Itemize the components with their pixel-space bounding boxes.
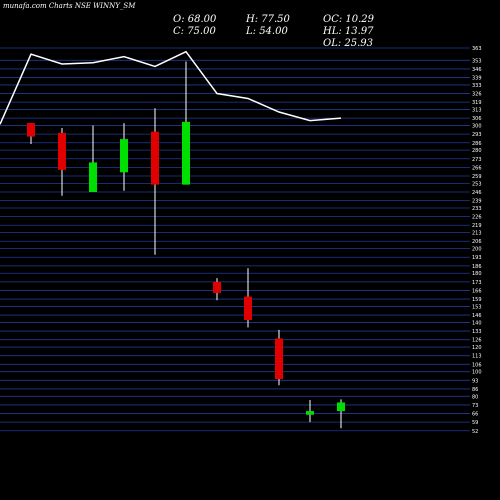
y-tick-label: 52 (472, 429, 478, 435)
y-tick-label: 266 (472, 165, 482, 171)
y-tick-label: 73 (472, 403, 478, 409)
y-tick-label: 333 (472, 83, 482, 89)
candle-body-up (89, 162, 97, 192)
candle (244, 268, 252, 328)
y-tick-label: 319 (472, 100, 482, 106)
y-tick-label: 159 (472, 297, 482, 303)
candle-body-down (58, 132, 66, 170)
y-tick-label: 186 (472, 264, 482, 270)
y-tick-label: 306 (472, 116, 482, 122)
y-tick-label: 339 (472, 76, 482, 82)
y-tick-label: 300 (472, 124, 482, 130)
y-tick-label: 280 (472, 148, 482, 154)
candle (182, 61, 190, 185)
chart-title: munafa.com Charts NSE WINNY_SM (3, 2, 136, 10)
y-tick-label: 93 (472, 378, 478, 384)
price-line-series (0, 50, 342, 125)
y-tick-label: 146 (472, 313, 482, 319)
candle-body-down (275, 338, 283, 380)
candle (151, 108, 159, 255)
y-tick-label: 120 (472, 345, 482, 351)
close-stat: C: 75.00 (173, 26, 216, 37)
candle (120, 123, 128, 191)
y-tick-label: 226 (472, 215, 482, 221)
y-tick-label: 259 (472, 174, 482, 180)
high-stat: H: 77.50 (246, 14, 290, 25)
y-tick-label: 113 (472, 354, 482, 360)
y-tick-label: 193 (472, 255, 482, 261)
grid-lines (0, 47, 470, 432)
y-tick-label: 140 (472, 320, 482, 326)
y-tick-label: 106 (472, 362, 482, 368)
y-tick-label: 200 (472, 247, 482, 253)
y-tick-label: 180 (472, 271, 482, 277)
y-tick-label: 239 (472, 199, 482, 205)
y-tick-label: 86 (472, 387, 478, 393)
y-tick-label: 353 (472, 58, 482, 64)
y-tick-label: 153 (472, 304, 482, 310)
y-tick-label: 213 (472, 231, 482, 237)
y-tick-label: 206 (472, 239, 482, 245)
y-tick-label: 253 (472, 181, 482, 187)
y-tick-label: 246 (472, 190, 482, 196)
candle-body-down (244, 296, 252, 320)
y-tick-label: 100 (472, 370, 482, 376)
y-tick-label: 346 (472, 67, 482, 73)
y-tick-label: 286 (472, 141, 482, 147)
y-tick-label: 293 (472, 132, 482, 138)
candle-body-up (337, 402, 345, 412)
candle-body-down (213, 281, 221, 293)
y-tick-label: 273 (472, 157, 482, 163)
y-tick-label: 173 (472, 280, 482, 286)
y-tick-label: 133 (472, 329, 482, 335)
candle (337, 399, 345, 429)
oc-stat: OC: 10.29 (323, 14, 375, 25)
candle (27, 123, 35, 144)
price-line (0, 50, 342, 125)
y-tick-label: 66 (472, 412, 478, 418)
candle (89, 125, 97, 192)
y-tick-label: 233 (472, 206, 482, 212)
y-tick-label: 59 (472, 420, 478, 426)
y-tick-label: 80 (472, 394, 478, 400)
candle (58, 128, 66, 196)
y-tick-label: 126 (472, 338, 482, 344)
y-tick-label: 166 (472, 288, 482, 294)
y-tick-label: 326 (472, 92, 482, 98)
ol-stat: OL: 25.93 (323, 38, 374, 49)
candle (306, 400, 314, 423)
y-tick-label: 363 (472, 46, 482, 52)
candle-body-up (120, 139, 128, 173)
candle-body-down (151, 131, 159, 185)
candle (213, 278, 221, 301)
y-tick-label: 313 (472, 108, 482, 114)
y-tick-label: 219 (472, 223, 482, 229)
open-stat: O: 68.00 (173, 14, 217, 25)
candle (275, 329, 283, 386)
candle-body-down (27, 123, 35, 137)
hl-stat: HL: 13.97 (323, 26, 374, 37)
candle-body-up (306, 411, 314, 415)
candles (27, 61, 345, 429)
low-stat: L: 54.00 (246, 26, 288, 37)
candle-body-up (182, 121, 190, 185)
